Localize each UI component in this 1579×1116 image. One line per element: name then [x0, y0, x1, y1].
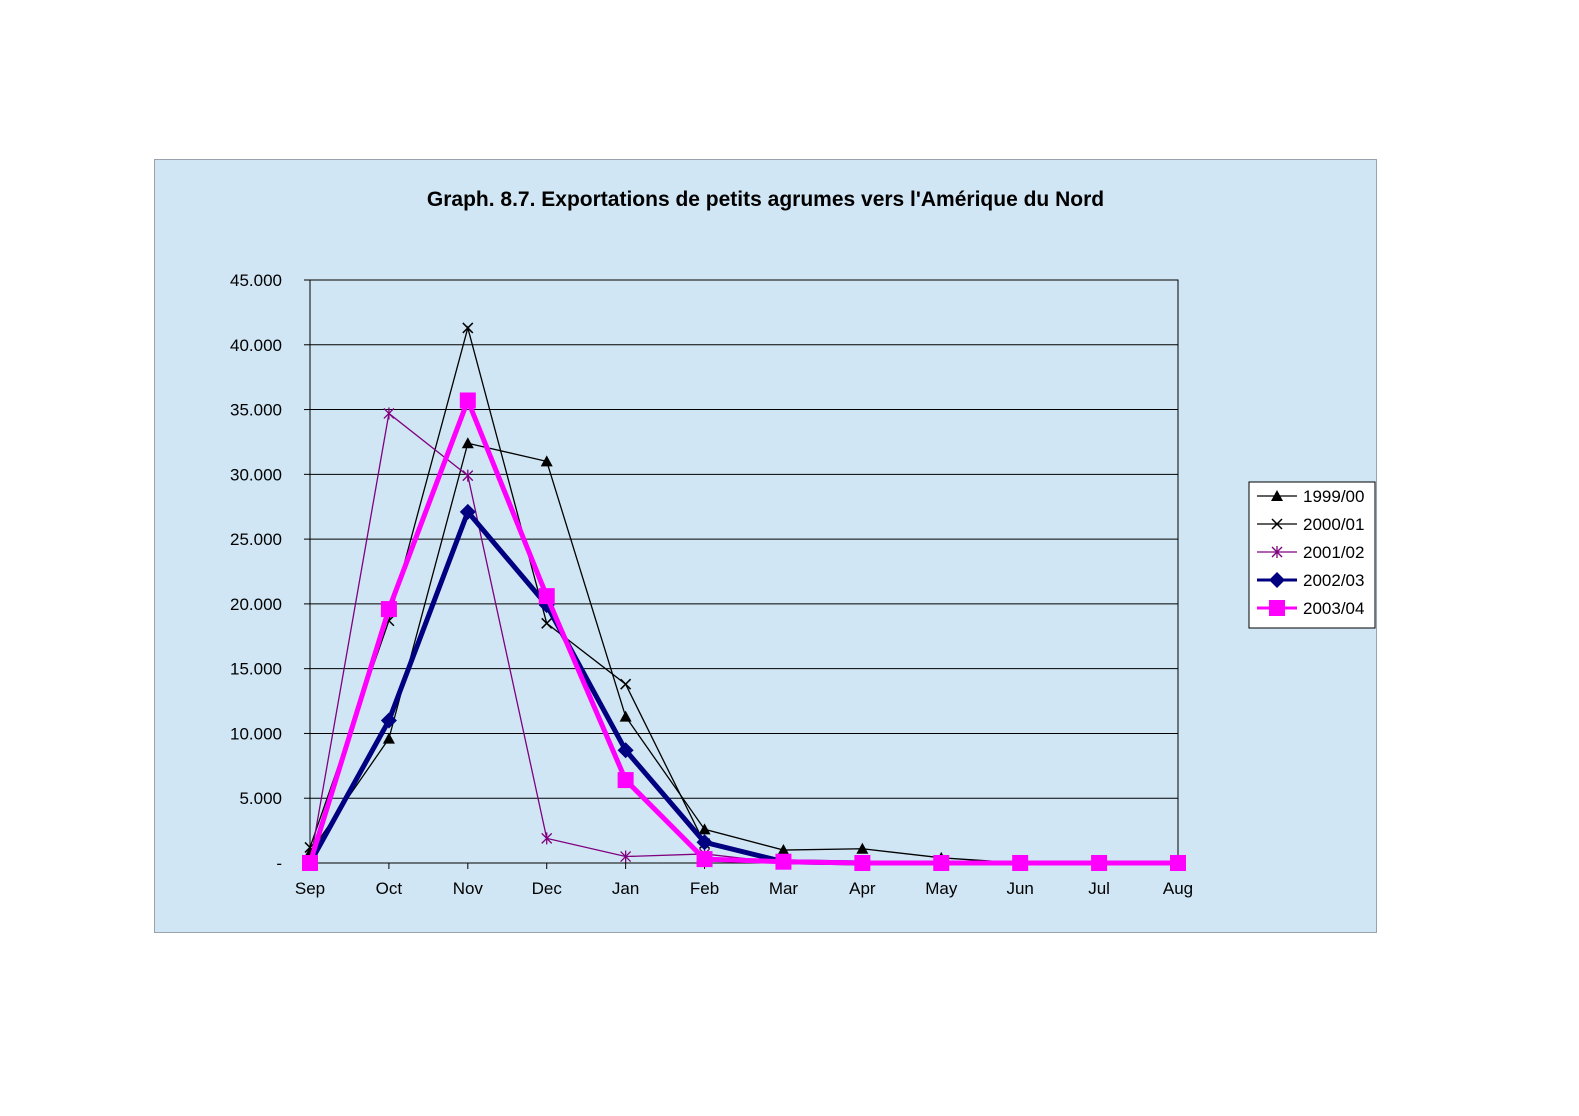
legend-label: 2001/02 [1303, 543, 1364, 562]
data-point-2003/04-Feb [696, 851, 713, 868]
data-point-2001/02-Jan [620, 850, 632, 863]
x-tick-label: Aug [1163, 879, 1193, 898]
data-point-2001/02-Nov [462, 469, 474, 482]
legend-label: 2002/03 [1303, 571, 1364, 590]
chart-title: Graph. 8.7. Exportations de petits agrum… [426, 188, 1105, 211]
data-point-2002/03-Jan [617, 742, 634, 759]
legend-marker-2003/04 [1269, 600, 1285, 616]
x-tick-label: Jul [1088, 879, 1110, 898]
data-point-2003/04-Oct [380, 601, 397, 618]
data-point-2003/04-May [933, 855, 950, 871]
data-point-1999/00-Jan [619, 710, 632, 722]
data-point-2000/01-Dec [541, 617, 553, 629]
data-point-2001/02-Dec [541, 832, 553, 845]
legend-marker-2002/03 [1269, 572, 1285, 588]
data-point-2003/04-Jan [617, 772, 634, 789]
data-point-2003/04-Jul [1091, 855, 1108, 871]
y-tick-label: 25.000 [230, 530, 282, 549]
legend-label: 2000/01 [1303, 515, 1364, 534]
y-tick-label: 10.000 [230, 724, 282, 743]
legend-label: 1999/00 [1303, 487, 1364, 506]
chart-area [154, 159, 1377, 933]
data-point-2003/04-Mar [775, 853, 792, 870]
legend-marker-2000/01 [1271, 518, 1283, 530]
series-line-1999/00 [309, 442, 1178, 864]
x-tick-label: Sep [295, 879, 325, 898]
y-tick-label: 40.000 [230, 336, 282, 355]
y-tick-label: 30.000 [230, 465, 282, 484]
data-point-2000/01-Jan [620, 678, 632, 690]
data-point-2003/04-Dec [538, 588, 555, 605]
data-point-2000/01-Nov [462, 322, 474, 334]
data-point-1999/00-Dec [540, 455, 553, 467]
series-line-2001/02 [309, 412, 1178, 864]
data-point-2002/03-Oct [380, 712, 397, 729]
x-tick-label: Nov [453, 879, 484, 898]
data-point-1999/00-Mar [777, 844, 790, 856]
x-tick-label: Apr [849, 879, 876, 898]
legend-marker-1999/00 [1271, 490, 1283, 501]
x-tick-label: Jan [612, 879, 639, 898]
y-tick-label: 20.000 [230, 595, 282, 614]
legend-label: 2003/04 [1303, 599, 1364, 618]
y-tick-label: - [276, 854, 282, 873]
data-point-1999/00-Oct [382, 732, 395, 744]
data-point-2002/03-Feb [696, 834, 713, 851]
x-tick-label: Oct [376, 879, 403, 898]
x-tick-label: May [925, 879, 958, 898]
x-tick-label: Jun [1006, 879, 1033, 898]
data-point-1999/00-Apr [856, 842, 869, 854]
y-tick-label: 45.000 [230, 271, 282, 290]
data-point-1999/00-Feb [698, 823, 711, 835]
x-tick-label: Mar [769, 879, 799, 898]
series-line-2000/01 [309, 325, 1178, 864]
data-point-2001/02-Oct [383, 407, 395, 420]
series-line-2003/04 [307, 393, 1178, 866]
x-tick-label: Dec [532, 879, 563, 898]
y-tick-label: 35.000 [230, 401, 282, 420]
data-point-2002/03-Nov [459, 503, 476, 520]
data-point-1999/00-Nov [461, 437, 474, 449]
x-tick-label: Feb [690, 879, 719, 898]
series-line-2002/03 [307, 507, 1178, 866]
data-point-2003/04-Aug [1170, 855, 1186, 871]
data-point-2003/04-Jun [1012, 855, 1029, 871]
data-point-2003/04-Nov [459, 392, 476, 409]
y-tick-label: 5.000 [239, 789, 282, 808]
plot-area [309, 279, 1179, 864]
y-tick-label: 15.000 [230, 660, 282, 679]
data-point-2003/04-Apr [854, 855, 871, 871]
data-point-2003/04-Sep [302, 855, 318, 871]
legend-marker-2001/02 [1271, 546, 1283, 558]
